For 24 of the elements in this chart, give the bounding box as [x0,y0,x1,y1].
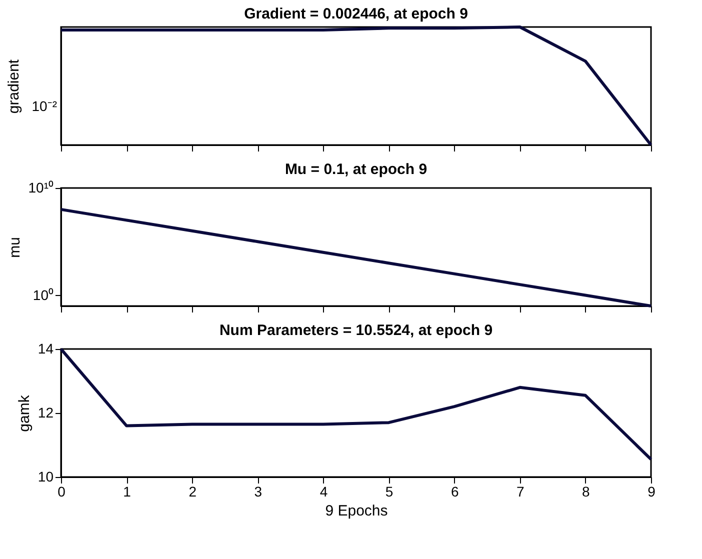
line-series [60,348,652,461]
chart-title: Num Parameters = 10.5524, at epoch 9 [219,322,493,339]
x-tick-label: 8 [582,484,590,500]
chart-title: Gradient = 0.002446, at epoch 9 [244,6,468,22]
y-tick-label: 10⁰ [32,286,54,303]
x-tick-label: 3 [254,484,262,500]
chart-title: Mu = 0.1, at epoch 9 [284,161,428,178]
y-axis-title: mu [6,237,24,258]
x-tick-label: 6 [450,484,459,500]
y-tick-label: 10 [38,468,54,484]
y-tick-label: 14 [38,340,54,356]
y-axis-title: gradient [6,58,22,114]
x-tick-label: 2 [188,484,197,500]
x-tick-label: 4 [320,484,328,500]
x-tick-label: 0 [58,484,66,500]
x-tick-label: 5 [385,484,394,500]
y-tick-label: 10¹⁰ [28,180,54,196]
x-tick-label: 9 [648,484,656,500]
y-tick-label: 12 [38,404,54,420]
y-axis-title: gamk [16,394,33,432]
x-axis-title: 9 Epochs [325,502,388,520]
text: 10⁻² [32,98,58,114]
x-tick-label: 1 [123,484,132,500]
x-tick-label: 7 [516,484,524,500]
